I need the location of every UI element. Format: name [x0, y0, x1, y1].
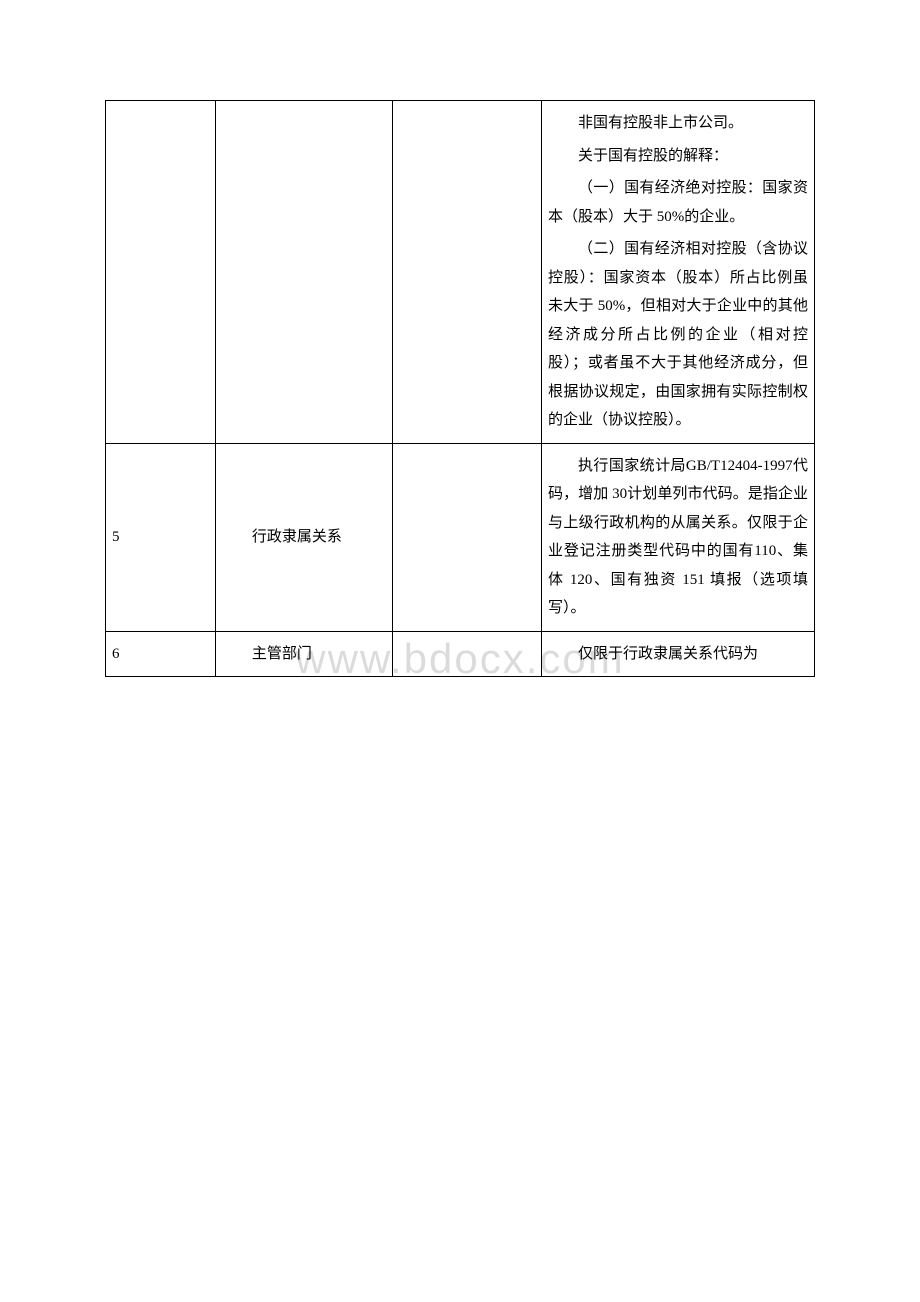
- data-table: 非国有控股非上市公司。 关于国有控股的解释： （一）国有经济绝对控股：国家资本（…: [105, 100, 815, 677]
- cell-desc: 非国有控股非上市公司。 关于国有控股的解释： （一）国有经济绝对控股：国家资本（…: [542, 101, 815, 444]
- cell-desc: 仅限于行政隶属关系代码为: [542, 631, 815, 677]
- cell-seq: 5: [106, 443, 216, 631]
- desc-paragraph: 非国有控股非上市公司。: [548, 109, 808, 138]
- desc-paragraph: 关于国有控股的解释：: [548, 142, 808, 171]
- cell-mid: [393, 101, 542, 444]
- cell-mid: [393, 443, 542, 631]
- desc-paragraph: （二）国有经济相对控股（含协议控股）：国家资本（股本）所占比例虽未大于 50%，…: [548, 235, 808, 435]
- cell-mid: [393, 631, 542, 677]
- cell-name: [215, 101, 392, 444]
- desc-paragraph: （一）国有经济绝对控股：国家资本（股本）大于 50%的企业。: [548, 174, 808, 231]
- cell-seq: 6: [106, 631, 216, 677]
- desc-paragraph: 仅限于行政隶属关系代码为: [548, 640, 808, 669]
- table-row: 6 主管部门 仅限于行政隶属关系代码为: [106, 631, 815, 677]
- cell-seq: [106, 101, 216, 444]
- table-row: 非国有控股非上市公司。 关于国有控股的解释： （一）国有经济绝对控股：国家资本（…: [106, 101, 815, 444]
- cell-name: 主管部门: [215, 631, 392, 677]
- desc-paragraph: 执行国家统计局GB/T12404-1997代码，增加 30计划单列市代码。是指企…: [548, 452, 808, 623]
- cell-name: 行政隶属关系: [215, 443, 392, 631]
- cell-desc: 执行国家统计局GB/T12404-1997代码，增加 30计划单列市代码。是指企…: [542, 443, 815, 631]
- table-row: 5 行政隶属关系 执行国家统计局GB/T12404-1997代码，增加 30计划…: [106, 443, 815, 631]
